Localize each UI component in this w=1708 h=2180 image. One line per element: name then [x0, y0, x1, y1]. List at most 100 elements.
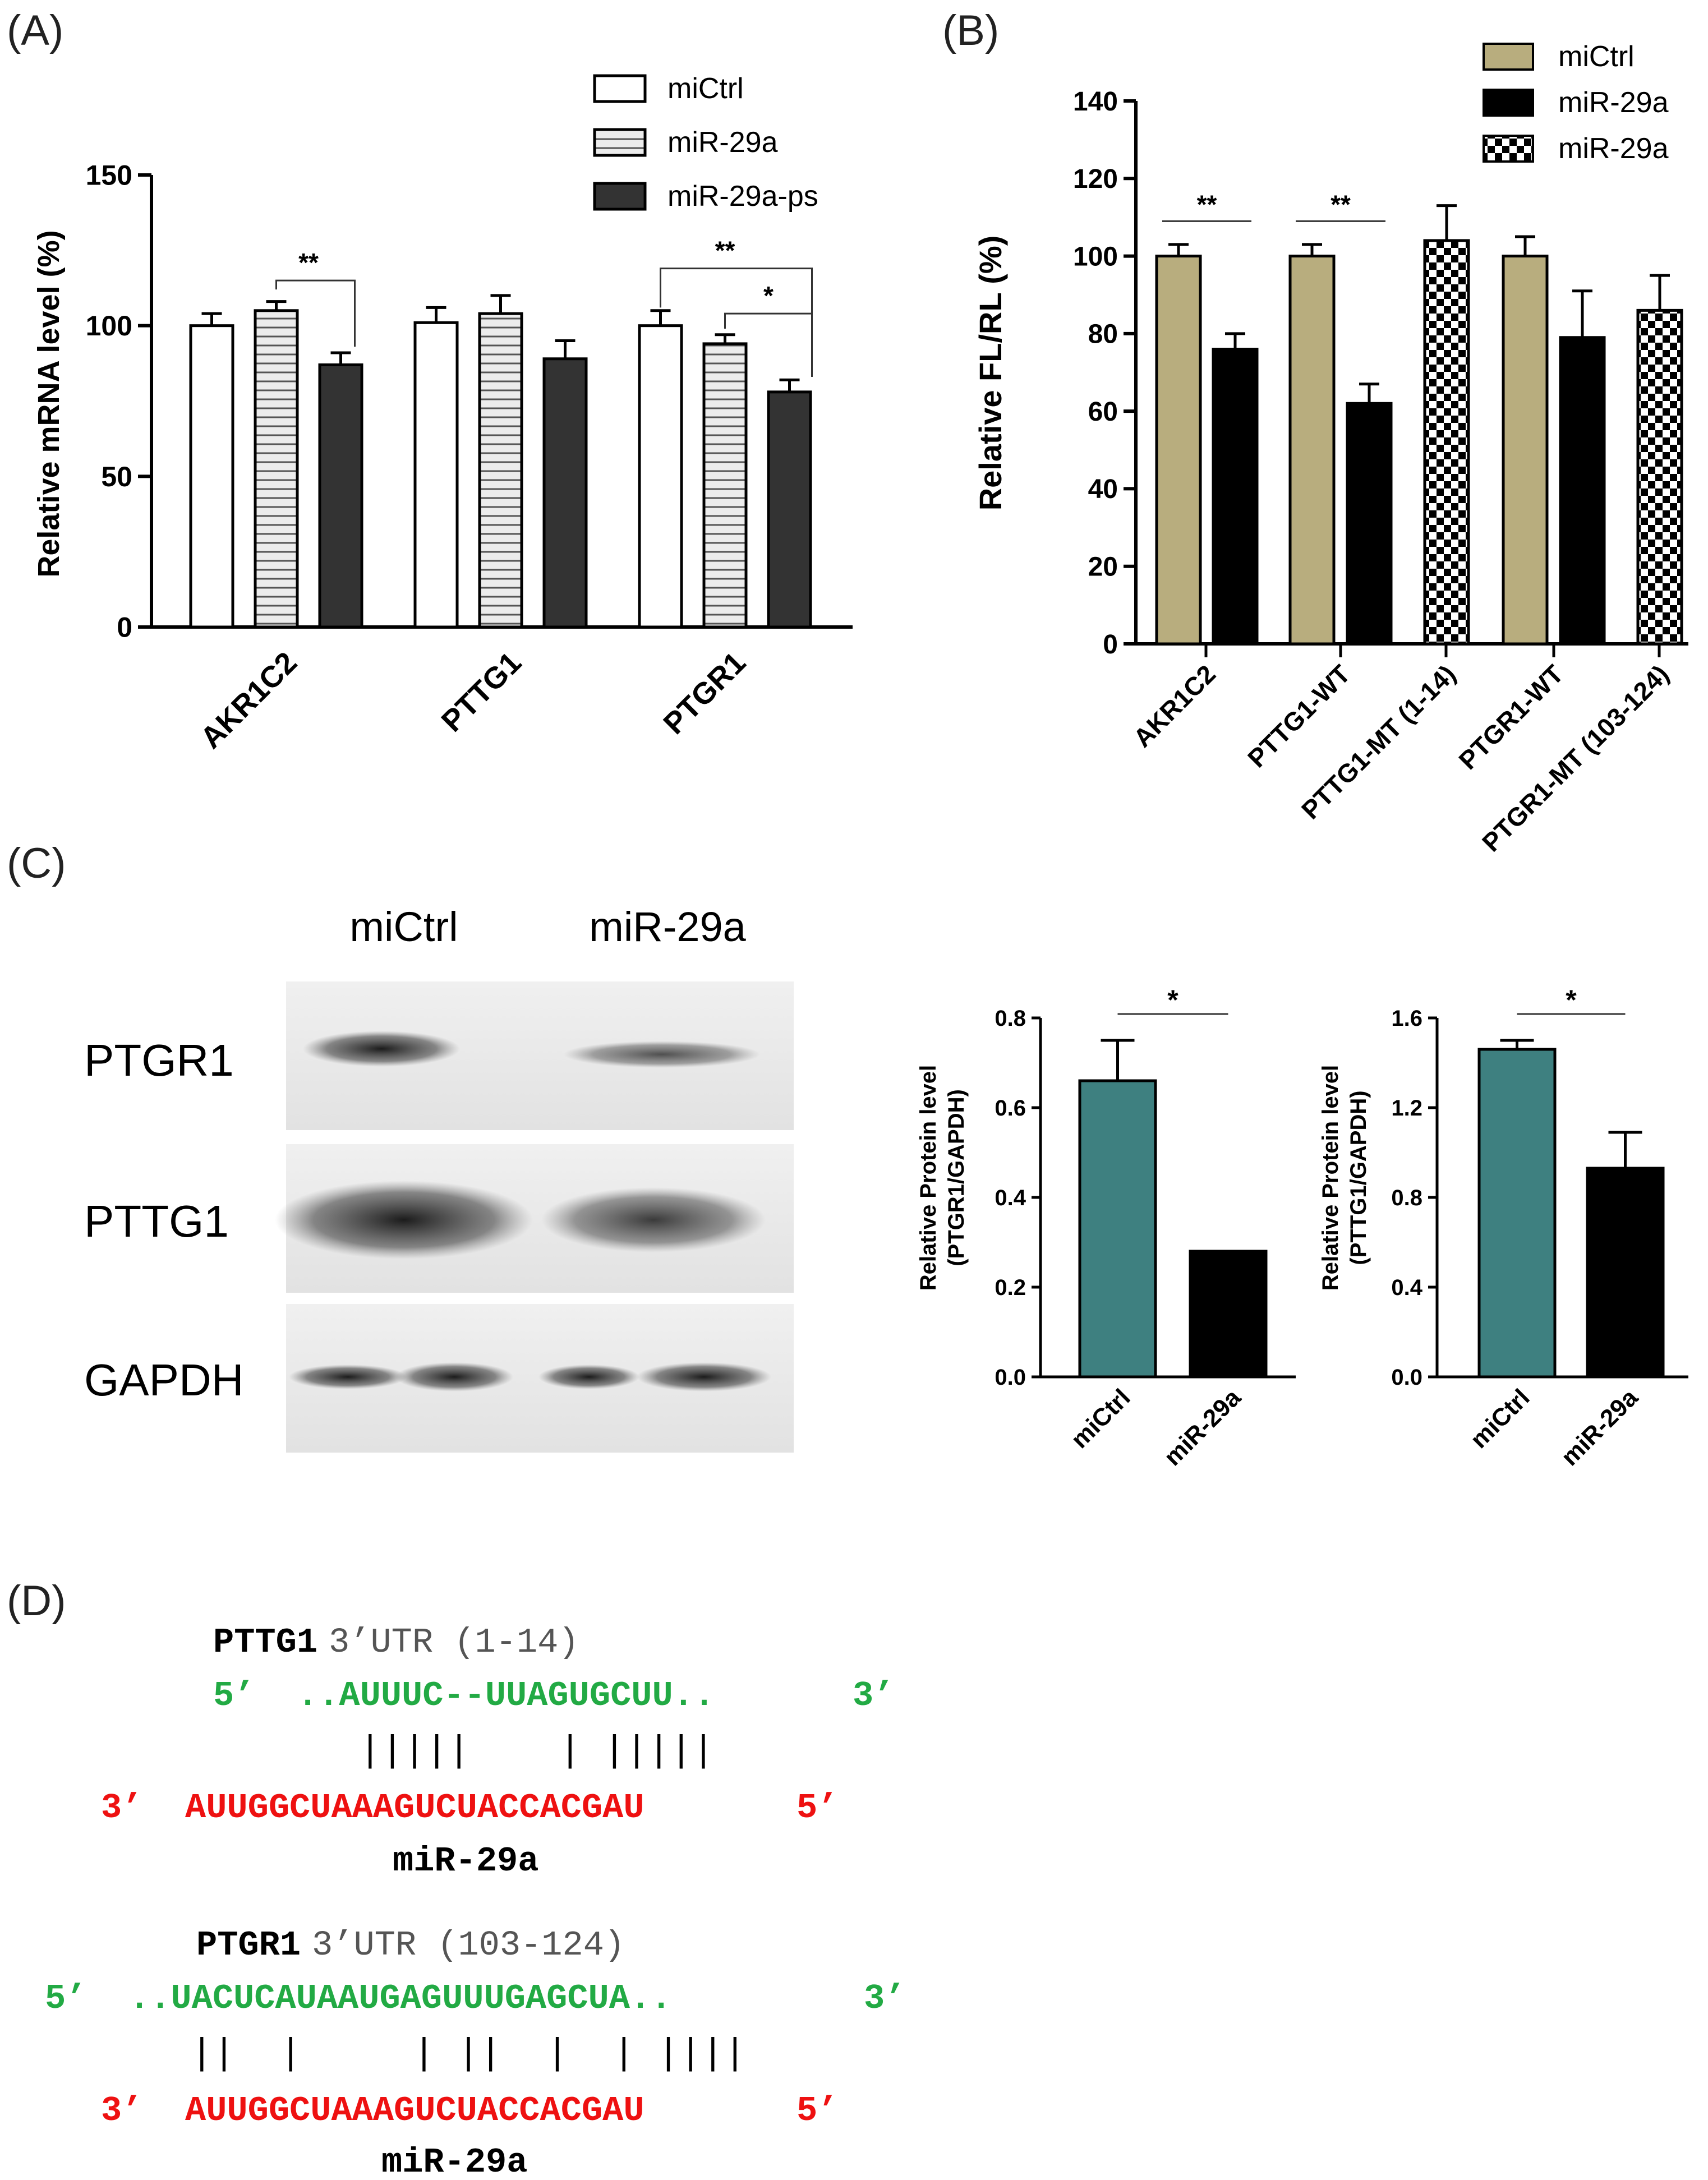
chart-b-ytick-label: 140	[1073, 87, 1118, 117]
chart-a-sig-bracket-ptgr1-outer	[660, 268, 813, 377]
chart-a-legend-swatch-mir-29a-ps	[593, 182, 647, 211]
chart-c1-xtick-mir-29a: miR-29a	[1159, 1384, 1246, 1471]
band-gapdh-4	[637, 1362, 771, 1391]
chart-a-sig-ptgr1-inner: *	[763, 281, 774, 310]
chart-a-sig-ptgr1-outer: **	[715, 236, 735, 265]
chart-c1-ytick-label: 0.2	[995, 1275, 1026, 1300]
chart-c1-ytick-label: 0.0	[995, 1365, 1026, 1390]
alignment-2-pairs: || | | || | | ||||	[191, 2033, 746, 2075]
chart-a-ytick-label: 150	[86, 160, 132, 191]
chart-a-ytick-label: 0	[117, 612, 132, 643]
chart-b-bar-ptgr1-mt-103-124-mir-29a-mut	[1636, 308, 1683, 646]
chart-b-bar-ptgr1-wt-mir-29a	[1559, 336, 1606, 646]
chart-a-xtick-ptgr1: PTGR1	[657, 646, 752, 741]
chart-a-bar-pttg1-mictrl	[413, 321, 459, 629]
chart-c2-xtick-mictrl: miCtrl	[1465, 1384, 1535, 1454]
chart-b-legend-label-0: miCtrl	[1558, 40, 1635, 73]
chart-b-ytick-label: 120	[1073, 164, 1118, 194]
alignment-1-target: 5’ ..AUUUC--UUAGUGCUU.. 3’	[213, 1676, 894, 1716]
alignment-1-mir-3p: 3’	[101, 1788, 142, 1828]
alignment-1-pairs: ||||| | |||||	[359, 1730, 715, 1772]
chart-c1-bar-mictrl	[1078, 1079, 1157, 1379]
chart-a-bar-ptgr1-mictrl	[638, 324, 683, 629]
chart-b-bar-ptgr1-wt-mictrl	[1502, 255, 1549, 646]
chart-a-xtick-akr1c2: AKR1C2	[194, 646, 303, 755]
chart-c1-ylabel2: (PTGR1/GAPDH)	[944, 1089, 969, 1266]
chart-c1-sig: *	[1167, 984, 1178, 1016]
chart-b-legend-label-2: miR-29a	[1558, 132, 1669, 165]
band-ptgr1-mictrl	[303, 1031, 460, 1067]
chart-a-bar-akr1c2-mir-29a-ps	[318, 363, 363, 629]
chart-b-legend-swatch-2	[1483, 135, 1534, 163]
alignment-2-mir-3p: 3’	[101, 2091, 142, 2131]
chart-a-legend-label-mictrl: miCtrl	[667, 72, 744, 105]
chart-a-legend-swatch-mir-29a	[593, 128, 647, 157]
chart-c1-ylabel: Relative Protein level	[916, 1065, 941, 1291]
blot-row-gapdh: GAPDH	[84, 1355, 244, 1405]
chart-a-bar-pttg1-mir-29a-ps	[542, 357, 588, 629]
chart-a-sig-bracket-ptgr1-inner	[724, 312, 812, 329]
chart-b-legend-swatch-1	[1483, 89, 1534, 117]
panel-label-d: (D)	[7, 1577, 66, 1625]
alignment-1-mir-5p: 5’	[797, 1788, 838, 1828]
chart-a-ylabel: Relative mRNA level (%)	[32, 230, 66, 577]
alignment-2-mir-5p: 5’	[797, 2091, 838, 2131]
chart-b-ylabel: Relative FL/RL (%)	[973, 236, 1008, 511]
chart-a-legend-label-mir-29a: miR-29a	[667, 126, 778, 159]
chart-b-ytick-label: 80	[1088, 320, 1118, 349]
alignment-2-mir-name: miR-29a	[381, 2142, 527, 2180]
chart-a-ytick-label: 50	[101, 461, 132, 492]
chart-c1-bar-mir-29a	[1189, 1250, 1268, 1379]
chart-b-bar-akr1c2-mir-29a	[1212, 348, 1259, 646]
alignment-1-header: PTTG1 3’UTR (1-14)	[213, 1623, 579, 1662]
chart-c2-ytick-label: 0.8	[1391, 1186, 1422, 1210]
alignment-2-mir: 3’ AUUGGCUAAAGUCUACCACGAU 5’	[101, 2091, 838, 2131]
chart-c1: 0.0 0.2 0.4 0.6 0.8 miCtrl miR-29a * Relative…	[916, 984, 1296, 1471]
chart-a-legend-swatch-mictrl	[593, 74, 647, 103]
chart-c2-bar-mir-29a	[1586, 1167, 1665, 1379]
chart-c1-ytick-label: 0.8	[995, 1006, 1026, 1031]
chart-b-xtick-ptgr1-mt-103-124: PTGR1-MT (103-124)	[1476, 659, 1674, 857]
chart-c1-ytick-label: 0.4	[995, 1186, 1026, 1210]
chart-a-legend-label-mir-29a-ps: miR-29a-ps	[667, 180, 818, 213]
alignment-1-target-5p: 5’	[213, 1676, 255, 1716]
chart-b-legend-label-1: miR-29a	[1558, 86, 1669, 119]
chart-b-ytick-label: 60	[1088, 397, 1118, 427]
chart-c2-ytick-label: 0.4	[1391, 1275, 1422, 1300]
alignment-2-target-5p: 5’	[45, 1979, 86, 2018]
blot-column-mictrl: miCtrl	[349, 904, 458, 950]
chart-c2-ytick-label: 1.2	[1391, 1096, 1422, 1121]
alignment-2-mir-seq: AUUGGCUAAAGUCUACCACGAU	[185, 2091, 644, 2131]
blot-row-pttg1: PTTG1	[84, 1196, 229, 1246]
chart-c2-sig: *	[1566, 984, 1577, 1016]
alignment-2-target-3p: 3’	[864, 1979, 905, 2018]
alignment-1-gene: PTTG1	[213, 1623, 317, 1662]
chart-a-bar-akr1c2-mir-29a	[254, 309, 299, 629]
panel-label-b: (B)	[942, 7, 999, 54]
band-ptgr1-mir29a	[564, 1041, 760, 1068]
alignment-1-target-3p: 3’	[853, 1676, 894, 1716]
chart-c2-ytick-label: 1.6	[1391, 1006, 1422, 1031]
chart-b-bar-pttg1-mt-1-14-mir-29a-mut	[1423, 239, 1470, 646]
chart-c2-ylabel: Relative Protein level	[1318, 1065, 1343, 1291]
chart-b-ytick-label: 0	[1103, 630, 1118, 660]
alignment-1-mir-seq: AUUGGCUAAAGUCUACCACGAU	[185, 1788, 644, 1828]
panel-label-c: (C)	[7, 840, 66, 887]
alignment-2-region: 3’UTR (103-124)	[312, 1925, 625, 1965]
chart-b-xtick-pttg1-wt: PTTG1-WT	[1242, 659, 1356, 773]
alignment-2-gene: PTGR1	[196, 1925, 301, 1965]
blot-row-ptgr1: PTGR1	[84, 1035, 234, 1085]
alignment-1-mir-name: miR-29a	[393, 1841, 538, 1881]
chart-b-legend-swatch-0	[1483, 43, 1534, 71]
chart-a-bar-pttg1-mir-29a	[478, 312, 523, 629]
chart-a-sig-bracket-akr1c2	[275, 279, 356, 347]
chart-b-bar-akr1c2-mictrl	[1155, 255, 1202, 646]
chart-a-sig-akr1c2: **	[298, 248, 319, 277]
alignment-1-mir: 3’ AUUGGCUAAAGUCUACCACGAU 5’	[101, 1788, 838, 1828]
blot-column-mir29a: miR-29a	[589, 904, 746, 950]
chart-b-bar-pttg1-wt-mir-29a	[1346, 402, 1393, 646]
band-gapdh-3	[538, 1365, 639, 1389]
alignment-1-region: 3’UTR (1-14)	[329, 1623, 579, 1662]
